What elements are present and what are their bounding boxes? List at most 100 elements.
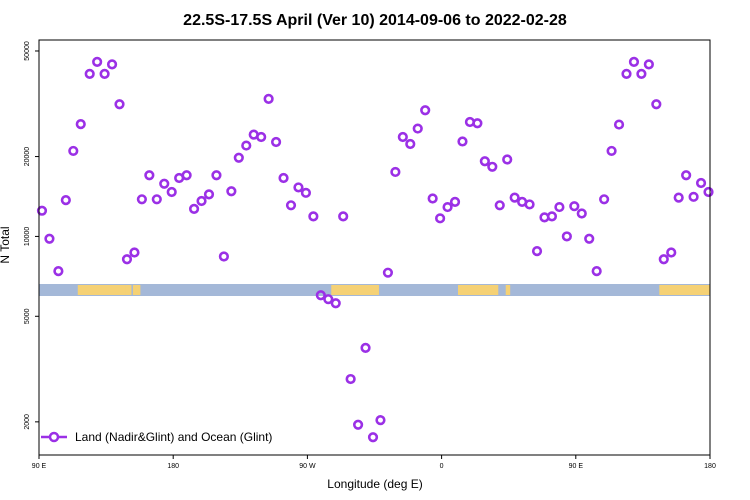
data-point (397, 131, 408, 143)
x-tick-label: 90 E (32, 463, 47, 470)
plot-frame (38, 39, 711, 456)
axes: 90 E 180 90 W 0 90 E 180 2000 5000 10000 20000 500… (24, 41, 716, 470)
data-point (442, 201, 453, 213)
data-point (345, 373, 356, 385)
data-point (695, 177, 707, 189)
data-point (569, 201, 580, 212)
data-point (53, 266, 64, 277)
data-point (99, 68, 110, 79)
data-point (136, 194, 147, 205)
x-tick-label: 0 (440, 463, 444, 470)
y-tick-label: 2000 (24, 414, 31, 430)
data-point (561, 231, 572, 242)
x-tick-label: 180 (704, 463, 716, 470)
data-point (435, 213, 446, 224)
data-point (420, 105, 431, 116)
data-point (270, 136, 282, 148)
data-point (211, 170, 222, 181)
data-point (584, 233, 595, 244)
data-point (114, 99, 125, 110)
data-point (666, 247, 677, 258)
legend: Land (Nadir&Glint) and Ocean (Glint) (41, 430, 272, 444)
data-point (681, 170, 692, 181)
landmask-strip (39, 284, 710, 296)
data-point (688, 191, 699, 202)
data-point (524, 199, 535, 210)
data-point (36, 205, 48, 216)
data-point (338, 211, 349, 222)
data-point (360, 342, 371, 354)
data-point (628, 56, 640, 67)
data-point (68, 145, 79, 157)
data-point (181, 170, 192, 181)
data-point (449, 196, 461, 207)
chart-title: 22.5S-17.5S April (Ver 10) 2014-09-06 to… (183, 12, 567, 29)
x-axis-label: Longitude (deg E) (327, 477, 422, 491)
data-point (188, 203, 200, 214)
y-tick-label: 10000 (24, 227, 31, 247)
data-point (502, 154, 513, 165)
data-point (457, 136, 468, 147)
data-point (509, 192, 520, 203)
data-point (352, 419, 364, 430)
data-point (472, 118, 483, 129)
data-point (323, 294, 334, 305)
data-point (278, 172, 289, 184)
data-point (203, 189, 215, 200)
data-point (166, 186, 177, 198)
land-segment (125, 285, 132, 295)
land-segment (458, 285, 499, 295)
y-axis-label: N Total (0, 226, 12, 263)
data-point (60, 195, 71, 206)
data-point (651, 99, 662, 110)
x-tick-label: 90 W (299, 463, 316, 470)
data-point (412, 123, 423, 134)
data-point (263, 93, 274, 104)
data-point (129, 247, 140, 258)
data-point (308, 211, 319, 222)
data-point (427, 193, 438, 204)
x-tick-label: 90 E (569, 463, 584, 470)
data-point (390, 166, 401, 178)
data-point (382, 267, 394, 278)
data-point (75, 119, 86, 130)
data-point (106, 59, 118, 70)
data-point (494, 200, 505, 211)
land-segment (77, 285, 126, 295)
data-point (703, 186, 714, 198)
data-point (84, 68, 95, 79)
data-point (599, 194, 610, 205)
data-point (285, 200, 297, 211)
data-point (531, 246, 543, 257)
data-point (151, 194, 162, 205)
data-point (159, 178, 170, 189)
data-point (636, 68, 647, 79)
data-point (196, 195, 207, 207)
data-point (643, 59, 654, 70)
data-point (658, 254, 669, 265)
x-tick-label: 180 (167, 463, 179, 470)
land-segment (132, 285, 141, 295)
data-point (613, 119, 625, 130)
data-point (479, 156, 490, 167)
land-segment (331, 285, 379, 295)
data-point (256, 131, 267, 143)
data-point (92, 56, 103, 67)
data-point (487, 161, 498, 172)
data-point (576, 208, 587, 219)
data-point (241, 140, 252, 151)
data-points (36, 56, 714, 443)
y-tick-label: 50000 (24, 41, 31, 61)
data-point (233, 152, 244, 163)
data-point (293, 182, 304, 193)
data-point (300, 187, 312, 198)
data-point (375, 415, 386, 426)
legend-marker (48, 431, 60, 443)
land-segment (659, 285, 710, 295)
data-point (546, 211, 558, 222)
y-tick-label: 5000 (24, 308, 31, 324)
data-point (218, 251, 229, 262)
data-point (315, 290, 326, 301)
data-point (330, 298, 341, 309)
